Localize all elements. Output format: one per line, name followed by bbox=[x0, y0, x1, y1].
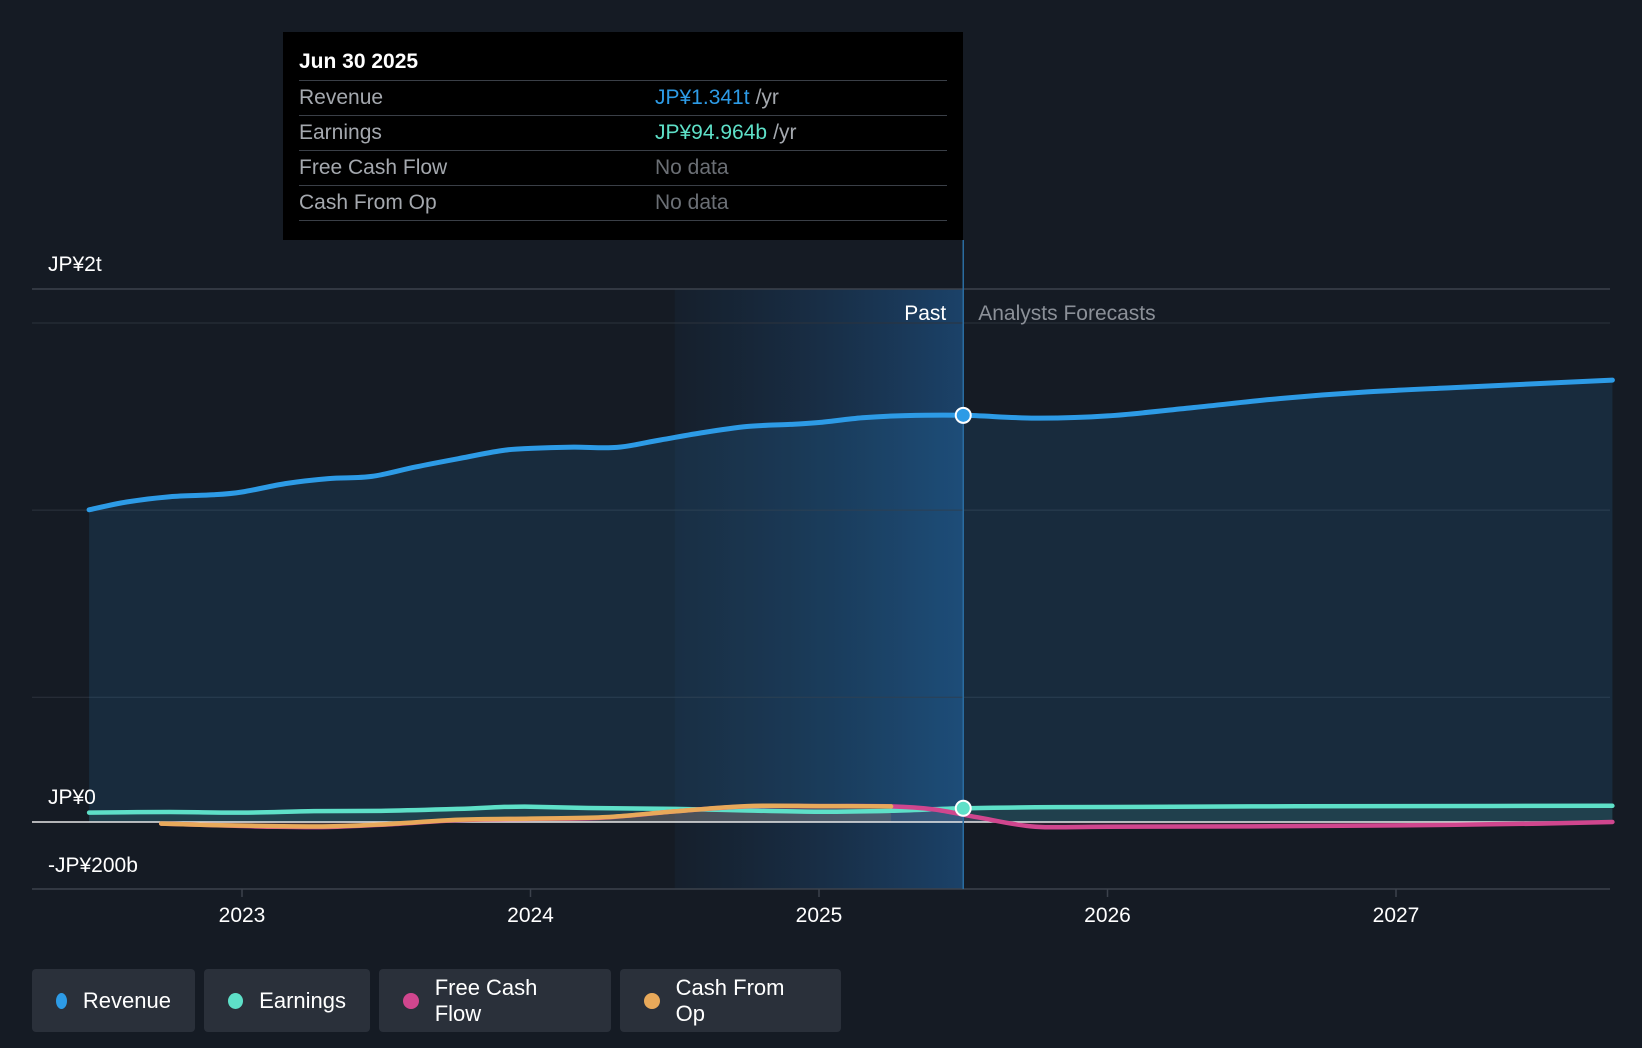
legend-dot-icon bbox=[644, 992, 660, 1009]
past-region-highlight bbox=[674, 289, 964, 889]
x-tick-label: 2026 bbox=[1084, 904, 1131, 927]
tooltip-label: Earnings bbox=[299, 121, 382, 144]
legend-label: Revenue bbox=[82, 987, 171, 1013]
revenue-area bbox=[89, 380, 1613, 822]
y-tick-label: -JP¥200b bbox=[48, 854, 138, 877]
tooltip-value: No data bbox=[655, 156, 729, 179]
highlight-points[interactable] bbox=[954, 406, 972, 817]
legend-dot-icon bbox=[403, 992, 419, 1009]
chart-area: JP¥2t JP¥0 -JP¥200b 2023 2024 2025 2026 2027 P… bbox=[32, 240, 1615, 927]
legend-label: Free Cash Flow bbox=[434, 974, 538, 1026]
x-tick-label: 2025 bbox=[796, 904, 843, 927]
legend-item-free-cash-flow[interactable]: Free Cash Flow bbox=[379, 969, 611, 1032]
legend-dot-icon bbox=[228, 992, 244, 1009]
y-tick-label: JP¥2t bbox=[48, 253, 102, 276]
tooltip-row-free-cash-flow: Free Cash Flow No data bbox=[299, 151, 947, 186]
tooltip-row-earnings: Earnings JP¥94.964b /yr bbox=[299, 116, 947, 151]
forecast-marker-label: Analysts Forecasts bbox=[978, 302, 1155, 325]
legend-label: Cash From Op bbox=[675, 974, 785, 1026]
tooltip-unit: /yr bbox=[773, 121, 797, 144]
x-axis: 2023 2024 2025 2026 2027 bbox=[219, 889, 1420, 927]
y-axis-labels: JP¥2t JP¥0 -JP¥200b bbox=[48, 253, 138, 877]
legend-item-earnings[interactable]: Earnings bbox=[204, 969, 370, 1032]
gridlines bbox=[32, 288, 1610, 890]
earnings-line bbox=[86, 803, 1615, 815]
tooltip-label: Free Cash Flow bbox=[299, 156, 448, 179]
tooltip-label: Cash From Op bbox=[299, 191, 437, 214]
x-tick-label: 2027 bbox=[1373, 904, 1420, 927]
legend-label: Earnings bbox=[259, 987, 346, 1013]
series-fills bbox=[89, 380, 1613, 828]
tooltip-value: JP¥94.964b bbox=[655, 121, 768, 144]
x-tick-label: 2024 bbox=[507, 904, 554, 927]
past-marker-label: Past bbox=[904, 302, 946, 325]
legend-item-cash-from-op[interactable]: Cash From Op bbox=[620, 969, 841, 1032]
legend-item-revenue[interactable]: Revenue bbox=[32, 969, 195, 1032]
legend-dot-icon bbox=[56, 992, 67, 1009]
tooltip-row-cash-from-op: Cash From Op No data bbox=[299, 186, 947, 221]
revenue-line bbox=[86, 377, 1615, 513]
tooltip-unit: /yr bbox=[755, 86, 779, 109]
legend: Revenue Earnings Free Cash Flow Cash Fro… bbox=[32, 969, 841, 1032]
x-tick-label: 2023 bbox=[219, 904, 266, 927]
series-lines bbox=[86, 377, 1615, 830]
y-tick-label: JP¥0 bbox=[48, 786, 96, 809]
cash-from-op-line bbox=[158, 803, 894, 829]
tooltip-date: Jun 30 2025 bbox=[299, 46, 947, 81]
revenue-highlight-point[interactable] bbox=[954, 406, 972, 424]
data-tooltip: Jun 30 2025 Revenue JP¥1.341t /yr Earnin… bbox=[283, 32, 963, 240]
tooltip-row-revenue: Revenue JP¥1.341t /yr bbox=[299, 81, 947, 116]
tooltip-value: JP¥1.341t bbox=[655, 86, 750, 109]
tooltip-label: Revenue bbox=[299, 86, 384, 109]
earnings-highlight-point[interactable] bbox=[954, 799, 972, 817]
tooltip-value: No data bbox=[655, 191, 729, 214]
